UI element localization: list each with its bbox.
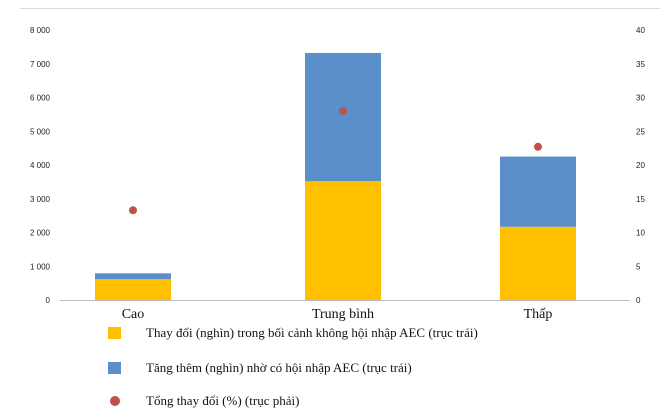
- legend-marker-dot: [110, 396, 120, 406]
- y-left-tick-label: 3 000: [30, 195, 51, 204]
- y-left-tick-label: 7 000: [30, 60, 51, 69]
- legend: Thay đổi (nghìn) trong bối cảnh không hộ…: [108, 325, 478, 408]
- y-left-tick-label: 2 000: [30, 229, 51, 238]
- total-change-point: [129, 206, 137, 215]
- total-change-point: [339, 107, 347, 115]
- y-left-tick-label: 4 000: [30, 161, 51, 170]
- chart-svg: 0 1 000 2 000 3 000 4 000 5 000 6 000 7 000 8 00…: [30, 26, 645, 408]
- bar-segment-1: [95, 279, 171, 300]
- y-right-tick-label: 15: [636, 195, 645, 204]
- legend-label: Tổng thay đổi (%) (trục phải): [146, 393, 299, 408]
- x-category-label: Thấp: [524, 307, 553, 322]
- bar-segment-2: [500, 156, 576, 227]
- points-layer: [129, 107, 542, 215]
- x-category-label: Trung bình: [312, 307, 374, 322]
- y-left-tick-label: 1 000: [30, 262, 51, 271]
- bar-segment-1: [500, 226, 576, 300]
- bar-segment-2: [95, 273, 171, 280]
- bar-segment-1: [305, 181, 381, 300]
- y-left-tick-label: 6 000: [30, 94, 51, 103]
- legend-marker-square: [108, 362, 121, 374]
- y-left-tick-label: 5 000: [30, 127, 51, 136]
- y-axis-left: 0 1 000 2 000 3 000 4 000 5 000 6 000 7 000 8 00…: [30, 26, 51, 305]
- y-left-tick-label: 8 000: [30, 26, 51, 35]
- total-change-point: [534, 142, 542, 151]
- y-axis-right: 0 5 10 15 20 25 30 35 40: [636, 26, 645, 305]
- y-right-tick-label: 10: [636, 229, 645, 238]
- x-axis-categories: Cao Trung bình Thấp: [122, 307, 553, 322]
- y-right-tick-label: 40: [636, 26, 645, 35]
- bar-segment-2: [305, 52, 381, 182]
- bars-layer: [95, 52, 576, 300]
- y-left-tick-label: 0: [46, 296, 51, 305]
- legend-label: Tăng thêm (nghìn) nhờ có hội nhập AEC (t…: [146, 360, 412, 375]
- y-right-tick-label: 0: [636, 296, 641, 305]
- y-right-tick-label: 20: [636, 161, 645, 170]
- y-right-tick-label: 30: [636, 94, 645, 103]
- chart-container: 0 1 000 2 000 3 000 4 000 5 000 6 000 7 000 8 00…: [20, 8, 660, 417]
- y-right-tick-label: 5: [636, 262, 641, 271]
- x-category-label: Cao: [122, 307, 145, 322]
- legend-marker-square: [108, 327, 121, 339]
- y-right-tick-label: 35: [636, 60, 645, 69]
- legend-label: Thay đổi (nghìn) trong bối cảnh không hộ…: [146, 325, 478, 340]
- y-right-tick-label: 25: [636, 127, 645, 136]
